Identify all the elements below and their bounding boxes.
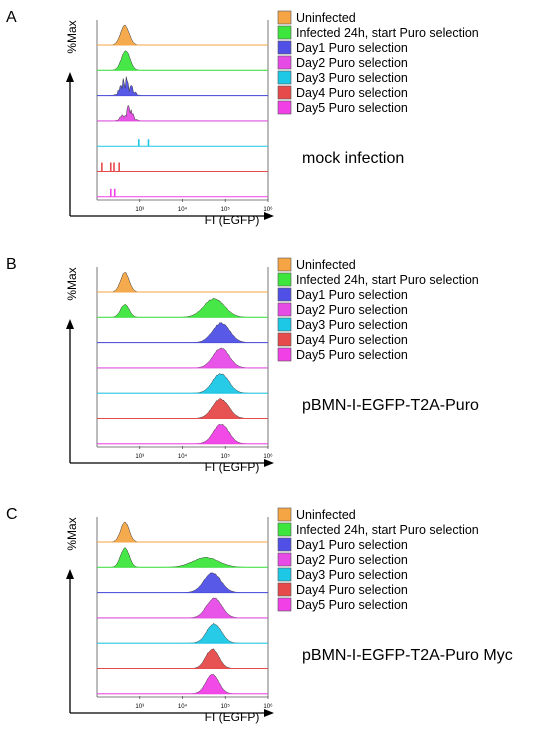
- legend-label: Day5 Puro selection: [296, 101, 408, 115]
- construct-label: mock infection: [302, 150, 404, 167]
- histogram-series: [97, 50, 268, 71]
- x-tick-label: 10³: [135, 704, 144, 710]
- legend-swatch: [277, 85, 292, 100]
- x-tick-label: 10⁴: [178, 703, 188, 710]
- histogram-series: [97, 373, 268, 394]
- legend-swatch: [277, 257, 292, 272]
- legend-swatch: [277, 100, 292, 115]
- x-tick-label: 10⁶: [263, 206, 273, 213]
- y-axis-arrowhead: [66, 72, 74, 82]
- legend-swatch: [277, 347, 292, 362]
- legend-swatch: [277, 597, 292, 612]
- construct-label: pBMN-I-EGFP-T2A-Puro Myc: [302, 647, 513, 664]
- legend-label: Day2 Puro selection: [296, 303, 408, 317]
- legend-swatch: [277, 25, 292, 40]
- x-axis-arrowhead: [264, 709, 274, 717]
- histogram-series: [97, 347, 268, 369]
- histogram-series: [97, 76, 268, 96]
- legend-swatch: [277, 10, 292, 25]
- legend-label: Uninfected: [296, 11, 356, 25]
- y-axis-label: %Max: [65, 20, 79, 53]
- legend-label: Day4 Puro selection: [296, 583, 408, 597]
- legend-swatch: [277, 55, 292, 70]
- histogram-series: [97, 398, 268, 419]
- histogram-series: [97, 597, 268, 619]
- legend-swatch: [277, 567, 292, 582]
- x-axis-arrowhead: [264, 459, 274, 467]
- x-axis-label: FI (EGFP): [205, 460, 260, 474]
- histogram-series: [97, 271, 268, 293]
- y-axis-label: %Max: [65, 267, 79, 300]
- legend-swatch: [277, 40, 292, 55]
- x-axis-label: FI (EGFP): [205, 213, 260, 227]
- legend-label: Uninfected: [296, 508, 356, 522]
- legend-label: Day5 Puro selection: [296, 348, 408, 362]
- x-tick-label: 10³: [135, 454, 144, 460]
- y-axis-arrowhead: [66, 569, 74, 579]
- legend-swatch: [277, 302, 292, 317]
- legend-label: Day2 Puro selection: [296, 553, 408, 567]
- legend-swatch: [277, 70, 292, 85]
- histogram-series: [97, 521, 268, 543]
- histogram-series: [97, 622, 268, 644]
- legend-label: Day3 Puro selection: [296, 71, 408, 85]
- x-tick-label: 10⁵: [221, 703, 231, 710]
- panel-label: C: [6, 506, 18, 523]
- x-tick-label: 10⁴: [178, 206, 188, 213]
- legend-label: Day3 Puro selection: [296, 318, 408, 332]
- x-tick-label: 10⁵: [221, 206, 231, 213]
- legend-label: Infected 24h, start Puro selection: [296, 26, 479, 40]
- histogram-series: [97, 547, 268, 568]
- legend-swatch: [277, 332, 292, 347]
- x-tick-label: 10⁶: [263, 703, 273, 710]
- legend-swatch: [277, 272, 292, 287]
- legend-label: Infected 24h, start Puro selection: [296, 273, 479, 287]
- y-axis-arrowhead: [66, 319, 74, 329]
- legend-swatch: [277, 317, 292, 332]
- legend-label: Day3 Puro selection: [296, 568, 408, 582]
- legend-label: Day1 Puro selection: [296, 288, 408, 302]
- histogram-series: [97, 572, 268, 593]
- x-axis-label: FI (EGFP): [205, 710, 260, 724]
- histogram-series: [97, 674, 268, 695]
- legend-swatch: [277, 287, 292, 302]
- x-tick-label: 10⁶: [263, 453, 273, 460]
- panel-label: A: [6, 9, 17, 26]
- x-tick-label: 10³: [135, 207, 144, 213]
- x-axis-arrowhead: [264, 212, 274, 220]
- legend-swatch: [277, 582, 292, 597]
- legend-swatch: [277, 507, 292, 522]
- legend-label: Day1 Puro selection: [296, 41, 408, 55]
- histogram-series: [97, 322, 268, 343]
- histogram-series: [97, 297, 268, 318]
- legend-label: Day1 Puro selection: [296, 538, 408, 552]
- legend-label: Uninfected: [296, 258, 356, 272]
- construct-label: pBMN-I-EGFP-T2A-Puro: [302, 397, 479, 414]
- legend-label: Day4 Puro selection: [296, 333, 408, 347]
- legend-label: Day4 Puro selection: [296, 86, 408, 100]
- legend-label: Day5 Puro selection: [296, 598, 408, 612]
- y-axis-label: %Max: [65, 517, 79, 550]
- legend-swatch: [277, 522, 292, 537]
- histogram-series: [97, 648, 268, 669]
- legend-label: Infected 24h, start Puro selection: [296, 523, 479, 537]
- legend-label: Day2 Puro selection: [296, 56, 408, 70]
- histogram-series: [97, 24, 268, 46]
- legend-swatch: [277, 537, 292, 552]
- legend-swatch: [277, 552, 292, 567]
- panel-label: B: [6, 256, 17, 273]
- histogram-series: [97, 104, 268, 122]
- x-tick-label: 10⁵: [221, 453, 231, 460]
- x-tick-label: 10⁴: [178, 453, 188, 460]
- histogram-series: [97, 423, 268, 445]
